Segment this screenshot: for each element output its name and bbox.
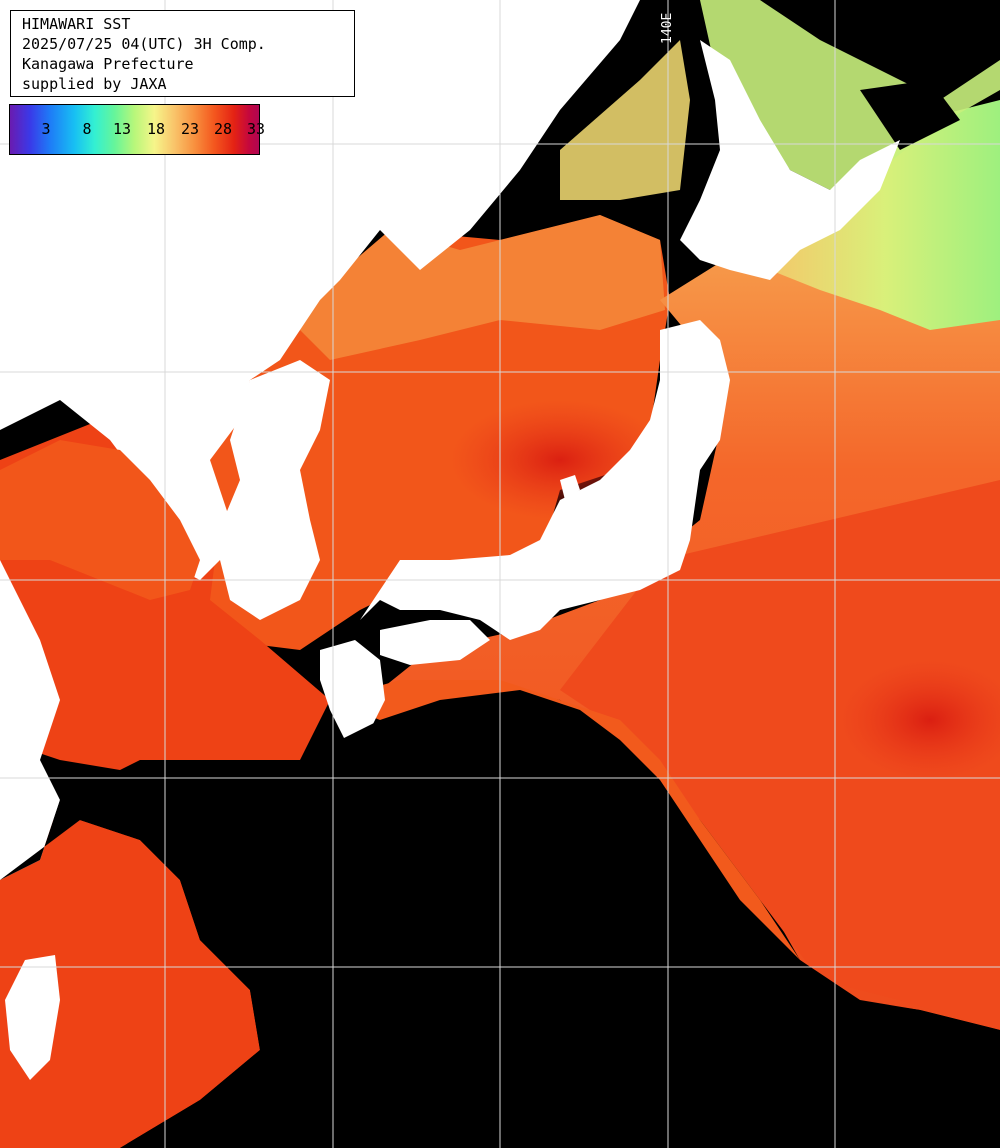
pacific-south-sst	[560, 480, 1000, 1030]
kyushu	[320, 640, 385, 740]
map-title: HIMAWARI SST	[22, 15, 131, 33]
colorbar-tick-label: 8	[82, 120, 92, 138]
lon-140-label: 140E	[660, 12, 675, 44]
colorbar-tick-label: 28	[213, 120, 233, 138]
cloud-no-data-east-china	[200, 860, 260, 940]
north-pacific-cool-sst	[770, 100, 1000, 330]
map-region: Kanagawa Prefecture	[22, 55, 194, 73]
hokkaido	[680, 40, 900, 280]
east-china-sea-sst	[0, 820, 260, 1148]
korea-peninsula	[215, 360, 330, 620]
colorbar-tick-label: 33	[246, 120, 266, 138]
tatarsky-water	[560, 40, 690, 200]
shikoku	[380, 620, 490, 665]
colorbar-tick-label: 18	[146, 120, 166, 138]
map-credit: supplied by JAXA	[22, 75, 167, 93]
north-cloud-patch-2	[860, 80, 960, 150]
colorbar-tick-label: 13	[112, 120, 132, 138]
north-cloud-patch	[760, 0, 1000, 100]
sst-colorbar: 3 8 13 18 23 28 33	[9, 104, 265, 155]
honshu	[360, 320, 730, 640]
lat-40-label: 40N	[14, 352, 38, 367]
taiwan	[5, 955, 60, 1080]
lat-30-label: 30N	[14, 760, 38, 775]
map-timestamp: 2025/07/25 04(UTC) 3H Comp.	[22, 35, 266, 53]
east-china-land	[0, 560, 60, 880]
map-title-box: HIMAWARI SST 2025/07/25 04(UTC) 3H Comp.…	[10, 10, 355, 97]
sea-of-japan-north-sst	[300, 215, 665, 360]
china-coast	[0, 440, 200, 600]
sado-island	[560, 475, 580, 500]
colorbar-tick-label: 23	[180, 120, 200, 138]
pacific-hot-spot	[840, 660, 1000, 780]
colorbar-tick-label: 3	[41, 120, 51, 138]
